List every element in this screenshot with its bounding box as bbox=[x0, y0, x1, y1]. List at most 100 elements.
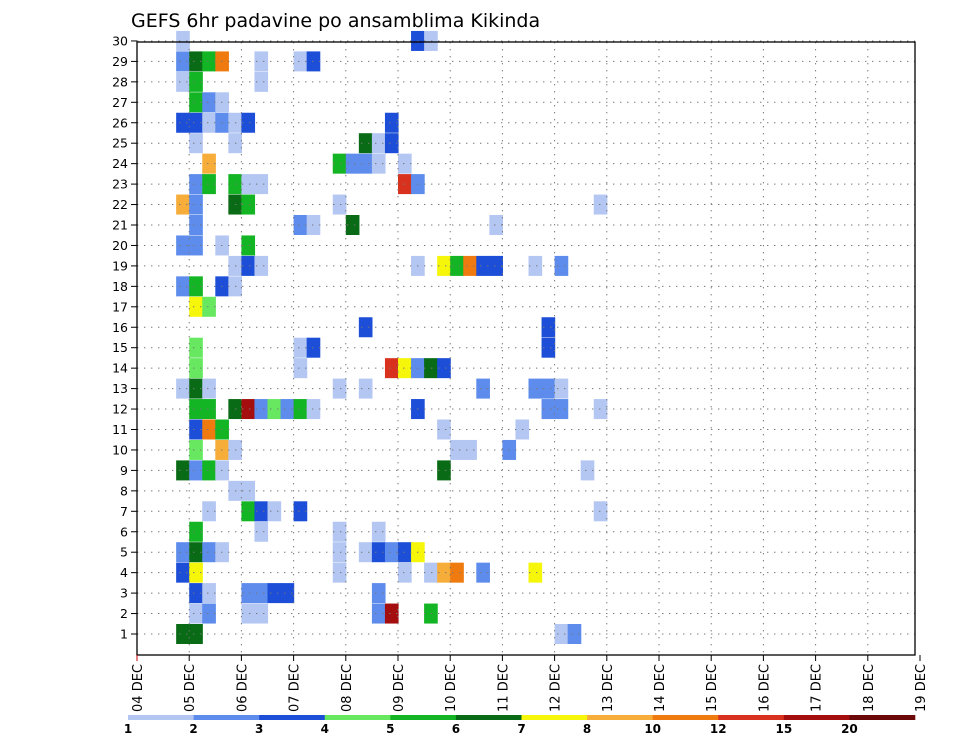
y-tick-label: 21 bbox=[112, 218, 128, 233]
precip-cell bbox=[358, 378, 373, 399]
y-tick-label: 10 bbox=[112, 442, 128, 457]
y-tick-label: 7 bbox=[120, 504, 128, 519]
precip-cell bbox=[541, 337, 556, 358]
y-tick-label: 30 bbox=[112, 33, 128, 48]
legend-swatch bbox=[783, 715, 850, 720]
precip-cell bbox=[293, 501, 308, 522]
legend-label: 15 bbox=[775, 722, 792, 736]
y-tick-label: 9 bbox=[120, 463, 128, 478]
x-tick-label: 10 DEC bbox=[444, 664, 459, 712]
precip-cell bbox=[241, 399, 256, 420]
precip-cell bbox=[202, 501, 216, 522]
precip-cell bbox=[293, 51, 308, 72]
precip-cell bbox=[371, 542, 386, 563]
precip-cell bbox=[580, 460, 595, 481]
legend-swatch bbox=[390, 715, 457, 720]
precip-cell bbox=[332, 562, 347, 583]
legend-label: 4 bbox=[321, 722, 329, 736]
precip-cell bbox=[398, 542, 412, 563]
y-tick-label: 24 bbox=[112, 156, 128, 171]
legend-label: 7 bbox=[517, 722, 525, 736]
precip-cell bbox=[424, 562, 438, 583]
legend-swatch bbox=[259, 715, 326, 720]
precip-cell bbox=[202, 378, 216, 399]
x-tick-label: 09 DEC bbox=[392, 664, 407, 712]
precip-cell bbox=[241, 112, 256, 133]
precip-cell bbox=[593, 501, 608, 522]
precip-cell bbox=[437, 460, 451, 481]
precip-cell bbox=[202, 603, 216, 624]
precip-cell bbox=[202, 460, 216, 481]
precip-cell bbox=[241, 583, 256, 604]
legend-label: 2 bbox=[189, 722, 197, 736]
precip-cell bbox=[437, 562, 451, 583]
precip-cell bbox=[176, 562, 190, 583]
precip-cell bbox=[528, 378, 543, 399]
precip-cell bbox=[476, 562, 490, 583]
legend-swatch bbox=[587, 715, 653, 720]
legend-label: 20 bbox=[841, 722, 858, 736]
precip-cell bbox=[176, 542, 190, 563]
legend-label: 6 bbox=[452, 722, 460, 736]
precip-cell bbox=[306, 51, 321, 72]
chart-title: GEFS 6hr padavine po ansamblima Kikinda bbox=[131, 10, 540, 32]
precip-cell bbox=[189, 542, 203, 563]
precip-cell bbox=[332, 542, 347, 563]
precip-cell bbox=[254, 603, 269, 624]
legend-swatch bbox=[521, 715, 588, 720]
precip-cell bbox=[189, 194, 203, 215]
precip-cell bbox=[293, 337, 308, 358]
precip-cell bbox=[463, 255, 477, 276]
precip-cell bbox=[189, 112, 203, 133]
x-tick-label: 08 DEC bbox=[340, 664, 355, 712]
precip-cell bbox=[528, 255, 543, 276]
y-tick-label: 27 bbox=[112, 95, 128, 110]
precip-cell bbox=[176, 276, 190, 297]
precip-cell bbox=[189, 296, 203, 317]
precip-cell bbox=[293, 399, 308, 420]
precip-cell bbox=[202, 51, 216, 72]
color-legend: 1 2 3 4 5 6 7 8 10 12 15 20 bbox=[124, 715, 916, 736]
precip-cell bbox=[384, 112, 399, 133]
legend-swatch bbox=[652, 715, 719, 720]
legend-swatch bbox=[718, 715, 785, 720]
y-tick-label: 3 bbox=[120, 586, 128, 601]
precip-cell bbox=[241, 174, 256, 195]
precip-cell bbox=[332, 378, 347, 399]
precip-cell bbox=[189, 399, 203, 420]
precip-cell bbox=[398, 153, 412, 174]
precip-cell bbox=[437, 255, 451, 276]
precip-cell bbox=[202, 399, 216, 420]
precip-cell bbox=[306, 337, 321, 358]
x-tick-label: 11 DEC bbox=[496, 664, 511, 712]
precip-cell bbox=[437, 358, 451, 379]
precip-cell bbox=[398, 174, 412, 195]
precip-cell bbox=[424, 603, 438, 624]
precip-cell bbox=[176, 51, 190, 72]
y-tick-label: 22 bbox=[112, 197, 128, 212]
legend-label: 1 bbox=[124, 722, 132, 736]
precip-cell bbox=[398, 562, 412, 583]
precipitation-cells bbox=[176, 30, 608, 644]
precip-cell bbox=[202, 174, 216, 195]
precip-cell bbox=[358, 542, 373, 563]
grid-lines bbox=[137, 40, 915, 655]
x-tick-label: 17 DEC bbox=[810, 664, 825, 712]
y-tick-label: 17 bbox=[112, 299, 128, 314]
precip-cell bbox=[567, 624, 582, 644]
precip-cell bbox=[189, 460, 203, 481]
legend-swatch bbox=[193, 715, 260, 720]
precip-cell bbox=[384, 603, 399, 624]
precip-cell bbox=[176, 624, 190, 644]
precip-cell bbox=[371, 153, 386, 174]
y-tick-label: 11 bbox=[112, 422, 128, 437]
precip-cell bbox=[189, 133, 203, 154]
precip-cell bbox=[189, 358, 203, 379]
y-tick-label: 14 bbox=[112, 361, 128, 376]
precip-cell bbox=[593, 399, 608, 420]
x-tick-label: 07 DEC bbox=[288, 664, 303, 712]
precip-cell bbox=[189, 419, 203, 440]
precip-cell bbox=[254, 501, 269, 522]
precip-cell bbox=[489, 255, 503, 276]
y-tick-label: 6 bbox=[120, 524, 128, 539]
